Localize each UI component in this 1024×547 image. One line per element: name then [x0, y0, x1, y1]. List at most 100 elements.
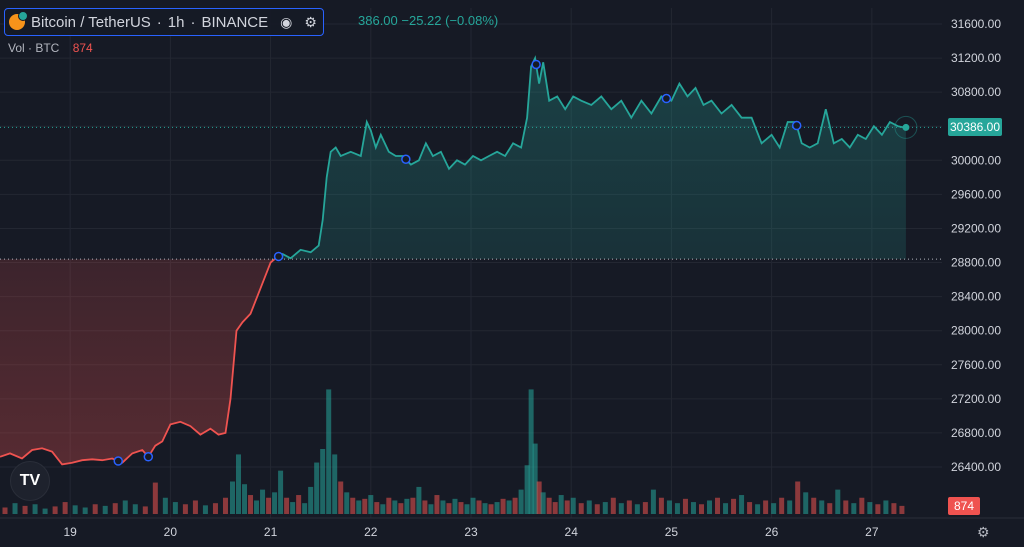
volume-bar — [172, 502, 178, 514]
volume-bar — [82, 507, 88, 514]
volume-bar — [248, 495, 254, 514]
axis-settings-gear-icon[interactable]: ⚙ — [977, 524, 990, 540]
dot-separator: · — [156, 13, 162, 31]
y-tick-label: 28400.00 — [951, 290, 1001, 304]
volume-bar — [32, 504, 38, 514]
volume-bar — [416, 486, 422, 514]
volume-bar — [811, 497, 817, 514]
volume-bar — [362, 498, 368, 514]
y-tick-label: 31200.00 — [951, 51, 1001, 65]
x-tick-label: 21 — [264, 525, 278, 539]
x-tick-label: 27 — [865, 525, 879, 539]
volume-bar — [518, 489, 524, 514]
volume-bar — [308, 486, 314, 514]
volume-bar — [528, 389, 534, 514]
volume-bar — [242, 484, 248, 514]
last-price-tag: 30386.00 — [948, 118, 1002, 136]
volume-bar — [610, 497, 616, 514]
x-tick-label: 19 — [63, 525, 77, 539]
volume-bar — [212, 503, 218, 514]
volume-bar — [698, 504, 704, 514]
volume-bar — [795, 481, 801, 514]
volume-bar — [440, 500, 446, 514]
symbol-legend[interactable]: Bitcoin / TetherUS · 1h · BINANCE ◉ ⚙ — [4, 8, 324, 36]
ohlc-change: 386.00 −25.22 (−0.08%) — [358, 13, 499, 28]
tradingview-logo[interactable]: TV — [10, 461, 50, 501]
volume-bar — [707, 500, 713, 514]
volume-bar — [540, 492, 546, 514]
volume-bar — [350, 497, 356, 514]
volume-bar — [320, 449, 326, 514]
volume-bar — [122, 500, 128, 514]
volume-bar — [843, 500, 849, 514]
symbol-interval: 1h — [167, 13, 185, 31]
volume-bar — [771, 503, 777, 514]
volume-bar — [650, 489, 656, 514]
volume-bar — [2, 507, 8, 514]
volume-bar — [112, 503, 118, 514]
volume-bar — [422, 500, 428, 514]
volume-bar — [827, 503, 833, 514]
volume-bar — [867, 502, 873, 514]
volume-bar — [410, 497, 416, 514]
volume-bar — [266, 497, 272, 514]
volume-bar — [344, 492, 350, 514]
volume-bar — [552, 502, 558, 514]
volume-bar — [546, 497, 552, 514]
event-markers — [113, 59, 802, 466]
volume-bar — [192, 500, 198, 514]
volume-bar — [398, 503, 404, 514]
volume-bar — [835, 489, 841, 514]
volume-bar — [763, 500, 769, 514]
volume-bar — [899, 505, 905, 514]
price-line-up — [273, 55, 907, 260]
volume-bar — [290, 502, 296, 514]
price-area — [0, 55, 942, 466]
volume-bar — [634, 504, 640, 514]
volume-bar — [731, 498, 737, 514]
volume-bar — [564, 500, 570, 514]
volume-bar — [272, 492, 278, 514]
volume-bar — [558, 495, 564, 514]
volume-bar — [132, 504, 138, 514]
volume-bar — [428, 504, 434, 514]
volume-bar — [482, 503, 488, 514]
volume-bar — [787, 500, 793, 514]
volume-bar — [779, 497, 785, 514]
volume-bar — [452, 498, 458, 514]
volume-bar — [470, 497, 476, 514]
volume-bar — [883, 500, 889, 514]
volume-bar — [715, 497, 721, 514]
dot-separator: · — [190, 13, 196, 31]
volume-bar — [368, 495, 374, 514]
x-tick-label: 22 — [364, 525, 378, 539]
x-tick-label: 25 — [665, 525, 679, 539]
y-tick-label: 27200.00 — [951, 392, 1001, 406]
y-tick-label: 29200.00 — [951, 221, 1001, 235]
volume-bar — [356, 500, 362, 514]
event-marker — [791, 120, 802, 131]
volume-bar — [434, 495, 440, 514]
volume-tag: 874 — [948, 497, 980, 515]
gear-icon[interactable]: ⚙ — [304, 13, 317, 30]
volume-bar — [658, 497, 664, 514]
volume-bar — [690, 502, 696, 514]
volume-bar — [506, 500, 512, 514]
volume-bar — [302, 503, 308, 514]
volume-bar — [739, 495, 745, 514]
volume-legend[interactable]: Vol · BTC 874 — [8, 41, 93, 55]
volume-bar — [284, 497, 290, 514]
y-tick-label: 27600.00 — [951, 358, 1001, 372]
symbol-exchange: BINANCE — [201, 13, 269, 31]
volume-bar — [875, 504, 881, 514]
eye-icon[interactable]: ◉ — [280, 13, 293, 30]
time-axis: 19 20 21 22 23 24 25 26 27 — [0, 517, 1024, 547]
x-tick-label: 24 — [565, 525, 579, 539]
price-line-down — [0, 259, 292, 466]
y-tick-label: 28800.00 — [951, 256, 1001, 270]
volume-bar — [594, 504, 600, 514]
volume-bar — [380, 504, 386, 514]
volume-bar — [162, 497, 168, 514]
volume-bar — [12, 503, 18, 514]
